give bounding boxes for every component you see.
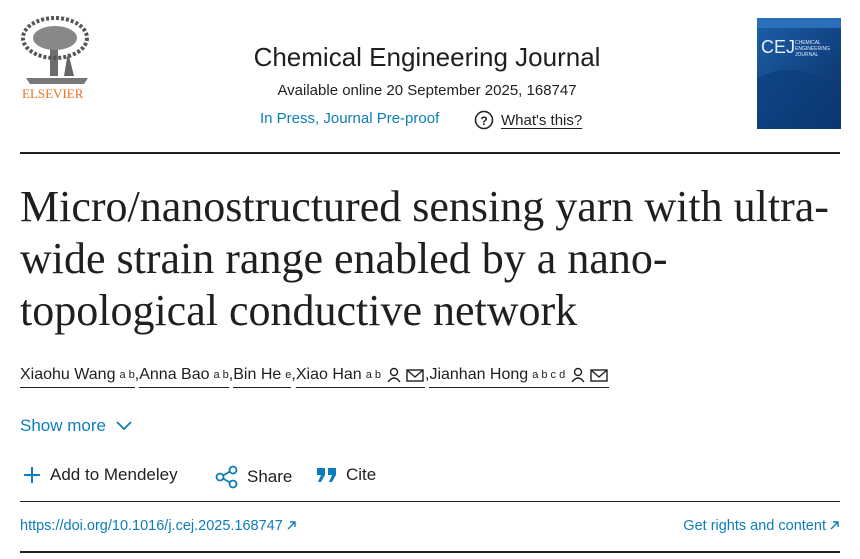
affiliation[interactable]: a b c d [532, 369, 566, 381]
elsevier-logo[interactable]: ELSEVIER [20, 16, 98, 104]
article-title: Micro/nanostructured sensing yarn with u… [20, 182, 829, 335]
divider [20, 152, 840, 154]
svg-text:?: ? [480, 114, 487, 128]
share-icon [215, 465, 238, 489]
show-more-text[interactable]: Show more [20, 416, 106, 435]
separator: , [228, 366, 234, 383]
author[interactable]: Bin He e [233, 366, 292, 388]
cite-button[interactable]: Cite [316, 465, 376, 485]
contact-icons [571, 367, 608, 383]
separator: , [424, 366, 430, 383]
author[interactable]: Xiaohu Wang a b [20, 366, 135, 388]
rights-text[interactable]: Get rights and content [683, 518, 826, 534]
help-link[interactable]: ? What's this? [474, 110, 582, 130]
status[interactable]: In Press, Journal Pre-proof [260, 110, 440, 127]
separator: , [134, 366, 140, 383]
cite-text[interactable]: Cite [346, 465, 377, 484]
author-name[interactable]: Anna Bao [139, 366, 210, 383]
author[interactable]: Jianhan Hong a b c d [429, 366, 610, 388]
external-icon [830, 521, 839, 530]
affiliation[interactable]: e [285, 369, 292, 381]
affiliation[interactable]: a b [213, 369, 229, 381]
mendeley-button[interactable]: Add to Mendeley [22, 465, 178, 485]
cover-subtitle: CHEMICAL ENGINEERING JOURNAL [795, 40, 831, 58]
mendeley-text[interactable]: Add to Mendeley [50, 465, 178, 484]
author-name[interactable]: Jianhan Hong [429, 366, 529, 383]
share-button[interactable]: Share [215, 465, 292, 489]
plus-icon [24, 467, 40, 483]
author[interactable]: Xiao Han a b [295, 366, 425, 388]
author-list: Xiaohu Wang a b, Anna Bao a b, Bin He e, Xi… [20, 366, 610, 388]
chevron-icon [116, 421, 132, 431]
contact-icons [387, 367, 424, 383]
journal-cover[interactable]: CEJ CHEMICAL ENGINEERING JOURNAL [757, 18, 841, 129]
divider [20, 501, 840, 502]
author[interactable]: Anna Bao a b [139, 366, 229, 388]
journal-name[interactable]: Chemical Engineering Journal [253, 42, 601, 72]
publisher: ELSEVIER [22, 86, 84, 101]
doi-text[interactable]: https://doi.org/10.1016/j.cej.2025.16874… [20, 518, 283, 534]
author-name[interactable]: Xiao Han [295, 366, 362, 383]
author-name[interactable]: Xiaohu Wang [20, 366, 116, 383]
affiliation[interactable]: a b [365, 369, 381, 381]
doi-link[interactable]: https://doi.org/10.1016/j.cej.2025.16874… [20, 518, 297, 534]
author-name[interactable]: Bin He [233, 366, 282, 383]
help-text[interactable]: What's this? [501, 111, 583, 129]
show-more[interactable]: Show more [20, 416, 132, 436]
share-text[interactable]: Share [247, 467, 293, 486]
external-icon [287, 521, 296, 530]
cover-logo: CEJ [761, 37, 795, 57]
rights-link[interactable]: Get rights and content [683, 518, 840, 534]
separator: , [291, 366, 296, 383]
affiliation[interactable]: a b [119, 369, 135, 381]
cite-icon [317, 468, 336, 482]
help-icon: ? [474, 110, 494, 130]
availability: Available online 20 September 2025, 1687… [277, 82, 577, 99]
divider [20, 551, 840, 553]
